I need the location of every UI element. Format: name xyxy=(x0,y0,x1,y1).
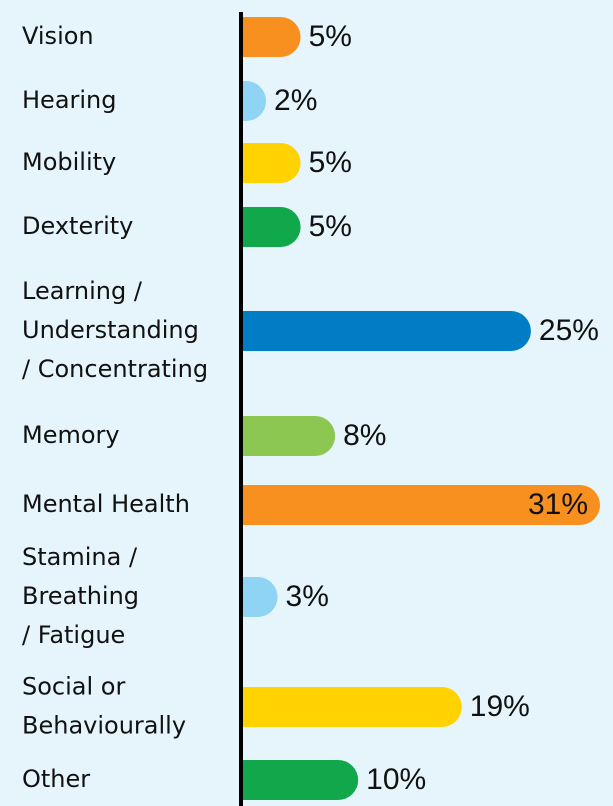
category-line: Learning / xyxy=(22,277,143,305)
value-label: 25% xyxy=(539,314,599,347)
value-label: 8% xyxy=(343,419,386,452)
value-label: 5% xyxy=(309,210,352,243)
value-label: 5% xyxy=(309,20,352,53)
category-label: Vision xyxy=(22,22,94,50)
category-line: Other xyxy=(22,765,90,793)
category-label: Mobility xyxy=(22,148,116,176)
bar xyxy=(243,311,531,352)
bar xyxy=(243,207,301,247)
category-label: Hearing xyxy=(22,86,117,114)
category-label: Memory xyxy=(22,421,120,449)
bar xyxy=(243,687,462,728)
value-label: 19% xyxy=(470,690,530,723)
category-line: Hearing xyxy=(22,86,117,114)
value-label: 2% xyxy=(274,84,317,117)
value-label: 10% xyxy=(366,763,426,796)
bar xyxy=(243,416,336,457)
value-label: 3% xyxy=(286,580,329,613)
category-line: Breathing xyxy=(22,582,139,610)
category-line: / Concentrating xyxy=(22,355,208,383)
category-line: Memory xyxy=(22,421,120,449)
bar xyxy=(243,143,301,183)
bar xyxy=(243,485,600,525)
category-line: Behaviourally xyxy=(22,712,186,740)
category-line: Vision xyxy=(22,22,94,50)
bar xyxy=(243,17,301,57)
category-line: Understanding xyxy=(22,316,199,344)
category-label: Mental Health xyxy=(22,490,190,518)
value-label: 31% xyxy=(528,488,588,521)
category-line: Social or xyxy=(22,673,125,701)
category-label: Social or Behaviourally xyxy=(22,673,186,740)
category-line: Stamina / xyxy=(22,543,138,571)
bar xyxy=(243,760,359,800)
category-label: Other xyxy=(22,765,90,793)
category-line: Mental Health xyxy=(22,490,190,518)
category-line: Mobility xyxy=(22,148,116,176)
category-line: / Fatigue xyxy=(22,621,125,649)
bar xyxy=(243,577,278,617)
bar xyxy=(243,81,267,121)
category-label: Dexterity xyxy=(22,212,133,240)
value-label: 5% xyxy=(309,146,352,179)
category-label: Learning / Understanding / Concentrating xyxy=(22,277,208,383)
category-line: Dexterity xyxy=(22,212,133,240)
category-label: Stamina / Breathing / Fatigue xyxy=(22,543,139,649)
